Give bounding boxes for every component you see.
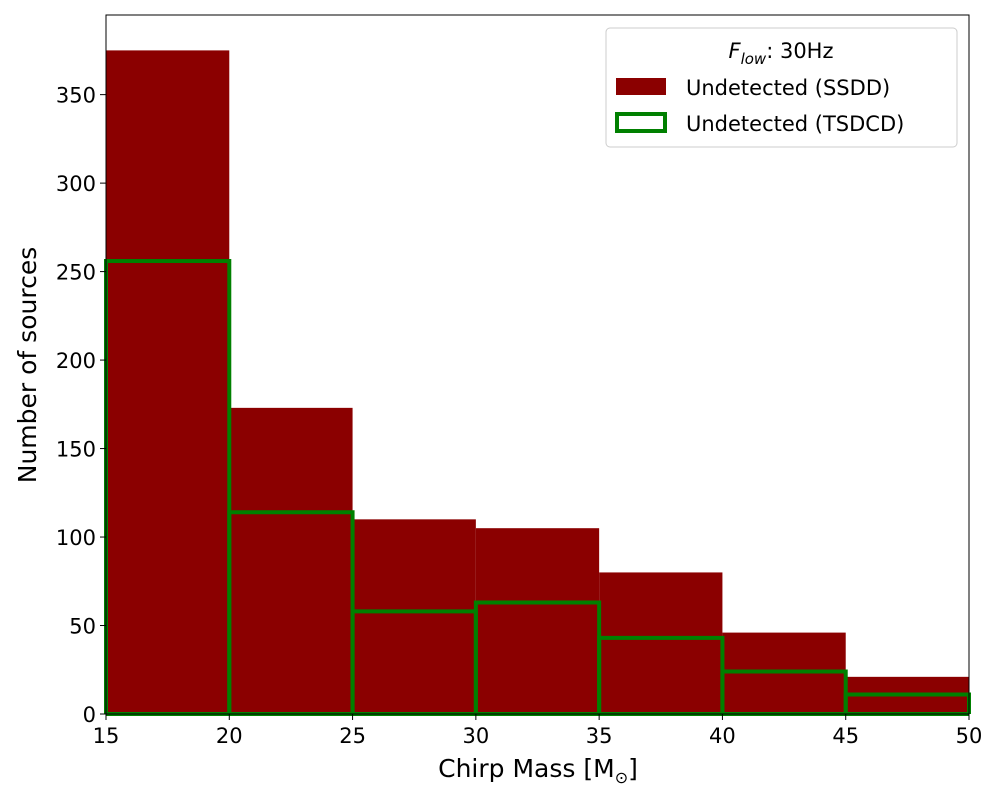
x-axis: 15 20 25 30 35 40 45 50 — [93, 714, 983, 748]
x-axis-title: Chirp Mass [M⊙] — [438, 754, 638, 787]
x-tick-label: 20 — [216, 724, 243, 748]
y-tick-label: 350 — [56, 84, 96, 108]
y-axis-title: Number of sources — [13, 247, 42, 483]
x-tick-label: 25 — [339, 724, 366, 748]
ssdd-bar — [106, 50, 230, 715]
legend-title-main: F — [728, 39, 741, 63]
ssdd-bar — [352, 519, 476, 714]
legend: Flow: 30Hz Undetected (SSDD) Undetected … — [605, 27, 958, 148]
legend-title-rest: : 30Hz — [766, 39, 833, 63]
x-axis-title-sub: ⊙ — [615, 768, 628, 787]
y-tick-label: 200 — [56, 349, 96, 373]
legend-label-tsdcd: Undetected (TSDCD) — [686, 112, 904, 136]
ssdd-bar — [475, 528, 600, 714]
x-tick-label: 35 — [586, 724, 613, 748]
x-tick-label: 15 — [93, 724, 120, 748]
x-tick-label: 50 — [956, 724, 983, 748]
y-tick-label: 0 — [83, 703, 96, 727]
x-axis-title-end: ] — [628, 754, 638, 783]
ssdd-bar — [229, 407, 353, 714]
y-axis: 0 50 100 150 200 250 300 350 — [56, 84, 106, 727]
x-tick-label: 40 — [709, 724, 736, 748]
legend-swatch-tsdcd — [615, 112, 667, 133]
legend-title: Flow: 30Hz — [728, 39, 833, 68]
y-tick-label: 50 — [69, 615, 96, 639]
ssdd-bars — [106, 50, 969, 715]
x-tick-label: 45 — [832, 724, 859, 748]
y-tick-label: 100 — [56, 526, 96, 550]
x-axis-title-main: Chirp Mass [M — [438, 754, 615, 783]
ssdd-bar — [599, 572, 723, 714]
legend-label-ssdd: Undetected (SSDD) — [686, 76, 890, 100]
legend-title-sub: low — [741, 50, 767, 68]
y-tick-label: 150 — [56, 438, 96, 462]
x-tick-label: 30 — [462, 724, 489, 748]
y-tick-label: 250 — [56, 261, 96, 285]
y-tick-label: 300 — [56, 172, 96, 196]
legend-box — [605, 27, 958, 148]
plot-frame — [105, 14, 970, 715]
legend-swatch-ssdd — [616, 78, 666, 95]
